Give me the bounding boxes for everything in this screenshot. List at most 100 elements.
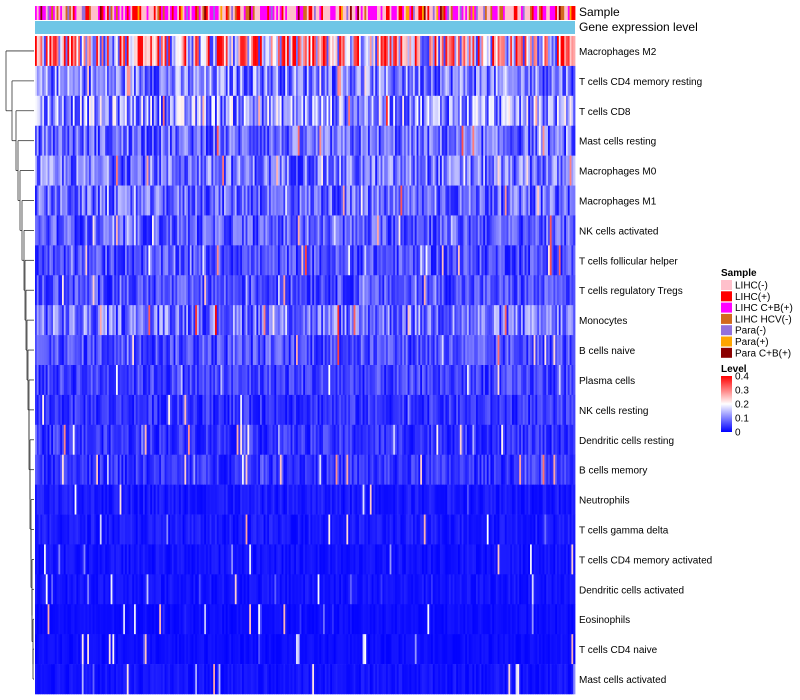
gene-expression-annotation-track: [35, 21, 575, 34]
heatmap-cell: [501, 245, 504, 276]
heatmap-cell: [98, 484, 101, 515]
heatmap-cell: [312, 275, 315, 306]
heatmap-cell: [130, 484, 133, 515]
heatmap-cell: [254, 335, 257, 366]
heatmap-cell: [256, 394, 259, 426]
heatmap-cell: [292, 95, 295, 127]
sample-annotation-cell: [272, 6, 275, 20]
heatmap-cell: [323, 65, 326, 97]
heatmap-cell: [191, 335, 194, 366]
heatmap-cell: [51, 125, 54, 156]
heatmap-cell: [146, 185, 149, 216]
heatmap-cell: [386, 275, 389, 306]
heatmap-cell: [134, 275, 137, 306]
heatmap-cell: [440, 185, 443, 216]
heatmap-cell: [438, 125, 441, 156]
sample-annotation-cell: [126, 6, 129, 20]
heatmap-cell: [348, 155, 351, 186]
heatmap-cell: [330, 36, 333, 67]
heatmap-cell: [157, 185, 160, 216]
heatmap-cell: [274, 365, 277, 396]
heatmap-cell: [310, 185, 313, 216]
heatmap-cell: [476, 454, 479, 485]
heatmap-cell: [531, 454, 534, 485]
heatmap-cell: [90, 365, 93, 396]
heatmap-cell: [173, 215, 176, 246]
heatmap-cell: [148, 65, 151, 97]
heatmap-cell: [447, 95, 450, 127]
heatmap-cell: [65, 215, 68, 246]
heatmap-cell: [126, 305, 129, 336]
heatmap-cell: [161, 424, 164, 456]
heatmap-cell: [209, 245, 212, 276]
sample-annotation-cell: [155, 6, 158, 20]
heatmap-cell: [348, 245, 351, 276]
heatmap-cell: [35, 305, 38, 336]
heatmap-cell: [207, 65, 210, 97]
heatmap-cell: [243, 125, 246, 156]
heatmap-cell: [571, 454, 574, 485]
heatmap-cell: [422, 185, 425, 216]
heatmap-cell: [411, 365, 414, 396]
heatmap-cell: [557, 394, 560, 426]
heatmap-cell: [519, 275, 522, 306]
heatmap-cell: [519, 36, 522, 67]
heatmap-cell: [494, 65, 497, 97]
heatmap-cell: [341, 454, 344, 485]
heatmap-cell: [132, 394, 135, 426]
heatmap-cell: [222, 275, 225, 306]
heatmap-cell: [139, 424, 142, 456]
heatmap-cell: [351, 335, 354, 366]
heatmap-cell: [132, 365, 135, 396]
heatmap-cell: [166, 365, 169, 396]
heatmap-cell: [62, 125, 65, 156]
heatmap-cell: [396, 365, 399, 396]
heatmap-cell: [119, 95, 122, 127]
sample-annotation-cell: [229, 6, 232, 20]
heatmap-cell: [305, 65, 308, 97]
heatmap-cell: [87, 95, 90, 127]
heatmap-cell: [236, 245, 239, 276]
heatmap-cell: [303, 215, 306, 246]
heatmap-cell: [45, 125, 48, 156]
heatmap-cell: [454, 65, 457, 97]
heatmap-cell: [382, 95, 385, 127]
heatmap-cell: [292, 125, 295, 156]
heatmap-cell: [326, 36, 329, 67]
heatmap-cell: [294, 424, 297, 456]
heatmap-cell: [197, 305, 200, 336]
heatmap-cell: [449, 454, 452, 485]
heatmap-cell: [54, 245, 57, 276]
heatmap-cell: [542, 245, 545, 276]
heatmap-cell: [400, 365, 403, 396]
heatmap-cell: [240, 394, 243, 426]
heatmap-cell: [312, 424, 315, 456]
heatmap-cell: [533, 125, 536, 156]
heatmap-cell: [539, 424, 542, 456]
heatmap-cell: [288, 454, 291, 485]
heatmap-cell: [393, 305, 396, 336]
heatmap-cell: [141, 394, 144, 426]
heatmap-cell: [67, 305, 70, 336]
heatmap-cell: [526, 454, 529, 485]
heatmap-cell: [99, 185, 102, 216]
heatmap-cell: [494, 454, 497, 485]
heatmap-cell: [508, 36, 511, 67]
heatmap-cell: [234, 95, 237, 127]
sample-annotation-cell: [116, 6, 119, 20]
heatmap-cell: [222, 36, 225, 67]
heatmap-cell: [191, 125, 194, 156]
heatmap-cell: [269, 365, 272, 396]
heatmap-cell: [317, 65, 320, 97]
heatmap-cell: [60, 215, 63, 246]
heatmap-cell: [548, 275, 551, 306]
heatmap-cell: [225, 245, 228, 276]
heatmap-cell: [292, 65, 295, 97]
heatmap-cell: [274, 335, 277, 366]
heatmap-cell: [369, 155, 372, 186]
heatmap-cell: [252, 365, 255, 396]
heatmap-cell: [186, 394, 189, 426]
heatmap-cell: [290, 185, 293, 216]
heatmap-cell: [389, 185, 392, 216]
heatmap-cell: [80, 95, 83, 127]
